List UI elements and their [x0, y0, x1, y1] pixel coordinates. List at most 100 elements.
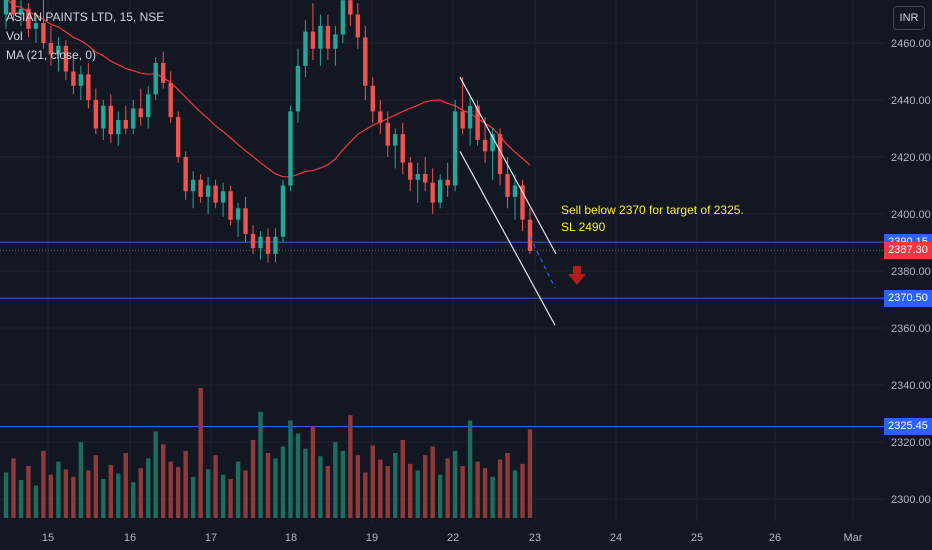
- time-tick-label: 17: [205, 532, 217, 544]
- volume-bar: [71, 476, 76, 518]
- volume-bar: [520, 463, 525, 518]
- volume-bar: [56, 461, 61, 518]
- time-tick-label: 15: [42, 532, 54, 544]
- volume-bar: [393, 453, 398, 518]
- candle-body: [490, 134, 495, 152]
- volume-bar: [183, 450, 188, 518]
- horizontal-levels[interactable]: [0, 241, 884, 427]
- candle-body: [370, 85, 375, 112]
- time-tick-label: 26: [769, 532, 781, 544]
- volume-bar: [48, 474, 54, 518]
- price-tick-label: 2440.00: [891, 95, 931, 107]
- volume-bar: [467, 420, 473, 518]
- volume-bar: [333, 442, 338, 518]
- candle-body: [41, 23, 46, 43]
- level-price-label[interactable]: 2370.50: [884, 289, 932, 307]
- volume-bar: [146, 458, 151, 518]
- candle-body: [363, 37, 368, 86]
- channel-upper-line: [459, 76, 557, 255]
- currency-button[interactable]: INR: [893, 6, 925, 30]
- volume-bar: [3, 472, 9, 518]
- volume-bar: [33, 485, 39, 518]
- volume-bar: [205, 469, 211, 518]
- level-price-label[interactable]: 2325.45: [884, 417, 932, 435]
- price-tick-label: 2320.00: [891, 437, 931, 449]
- trend-channel[interactable]: [459, 76, 557, 326]
- volume-bar: [452, 450, 458, 518]
- candle-body: [213, 185, 218, 203]
- candle-body: [3, 0, 9, 15]
- candle-body: [452, 111, 458, 186]
- candle-body: [505, 174, 510, 197]
- candle-body: [235, 208, 241, 220]
- candle-body: [295, 65, 301, 112]
- candle-body: [26, 8, 31, 29]
- time-axis-background: [0, 522, 932, 550]
- price-axis-background: [884, 0, 932, 522]
- volume-bar: [168, 461, 173, 518]
- candle-body: [393, 134, 398, 146]
- volume-bar: [131, 482, 136, 518]
- time-axis[interactable]: 15 16 17 18 19 22 23 24 25 26 Mar: [0, 522, 932, 550]
- candle-body: [228, 191, 233, 220]
- volume-bar: [213, 455, 218, 518]
- candle-body: [243, 208, 248, 234]
- volume-bar: [505, 453, 510, 518]
- price-axis[interactable]: 2300.00 2320.00 2340.00 2360.00 2380.00 2400.…: [884, 0, 932, 522]
- candle-body: [445, 179, 450, 186]
- volume-bar: [235, 461, 241, 518]
- ma-indicator-label[interactable]: MA (21, close, 0): [6, 48, 97, 62]
- volume-bar: [116, 473, 121, 518]
- annotation-line-2: SL 2490: [561, 220, 606, 234]
- candle-body: [325, 25, 331, 49]
- volume-bar: [318, 456, 323, 518]
- candle-body: [437, 179, 443, 203]
- volume-bar: [93, 455, 99, 518]
- candle-body: [340, 0, 346, 35]
- candle-body: [280, 185, 286, 237]
- last-price-label[interactable]: 2387.30: [884, 241, 932, 259]
- volume-bar: [423, 455, 428, 518]
- volume-bar: [415, 470, 420, 518]
- price-tick-label: 2340.00: [891, 380, 931, 392]
- volume-bar: [497, 459, 503, 518]
- candle-body: [190, 179, 196, 192]
- volume-bar: [250, 440, 256, 518]
- candle-body: [108, 105, 113, 135]
- symbol-title[interactable]: ASIAN PAINTS LTD, 15, NSE: [6, 10, 165, 24]
- trade-annotation: Sell below 2370 for target of 2325. SL 2…: [561, 202, 744, 236]
- candle-body: [18, 8, 24, 15]
- candle-body: [385, 122, 390, 146]
- candle-body: [183, 157, 188, 192]
- candle-body: [250, 233, 256, 249]
- volume-bar: [220, 474, 226, 518]
- candle-body: [101, 105, 106, 129]
- candle-body: [168, 82, 173, 118]
- time-tick-label: 22: [447, 532, 459, 544]
- candle-body: [475, 105, 480, 140]
- channel-lower-line: [459, 151, 556, 326]
- volume-bar: [288, 420, 293, 518]
- volume-bar: [123, 453, 128, 518]
- volume-bar: [11, 458, 16, 518]
- volume-bar: [101, 479, 106, 518]
- candle-body: [175, 117, 181, 157]
- candle-body: [153, 62, 158, 95]
- volume-bar: [161, 444, 166, 518]
- chart-grid: [0, 0, 884, 522]
- volume-bar: [258, 411, 263, 518]
- volume-bar: [175, 467, 181, 518]
- candle-body: [11, 0, 16, 15]
- candle-body: [527, 219, 533, 252]
- volume-bar: [475, 461, 480, 518]
- candle-body: [378, 111, 383, 123]
- volume-bar: [153, 431, 158, 518]
- candle-body: [460, 111, 465, 129]
- candle-body: [48, 43, 54, 55]
- time-tick-label: 24: [610, 532, 622, 544]
- volume-bar: [310, 425, 316, 518]
- volume-bar: [138, 468, 143, 518]
- candle-body: [273, 236, 278, 254]
- volume-indicator-label[interactable]: Vol: [6, 29, 23, 43]
